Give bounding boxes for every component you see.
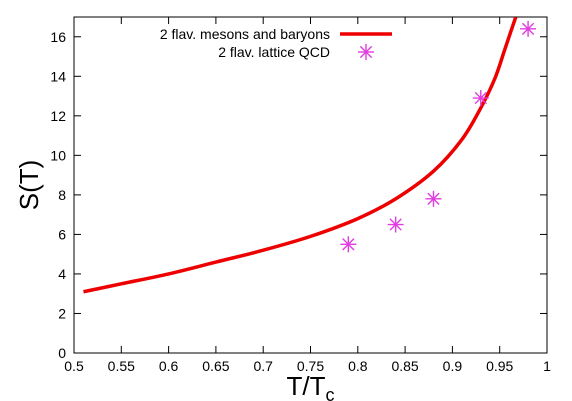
series-layer [83,17,537,294]
data-point-lattice-qcd [340,236,357,253]
x-axis-title-sub: c [326,385,335,401]
data-point-lattice-qcd [520,20,537,37]
x-tick-label: 0.85 [391,358,418,374]
y-tick-label: 10 [50,147,66,163]
legend: 2 flav. mesons and baryons 2 flav. latti… [160,26,392,60]
legend-swatch-lattice-qcd [358,44,374,60]
data-point-lattice-qcd [425,190,442,207]
series-line-mesons-baryons [83,17,518,294]
data-point-lattice-qcd [472,90,489,107]
legend-label-mesons-baryons: 2 flav. mesons and baryons [160,26,330,42]
x-tick-label: 0.8 [348,358,368,374]
y-tick-label: 2 [58,305,66,321]
x-tick-label: 0.9 [443,358,463,374]
y-tick-label: 4 [58,266,66,282]
x-axis-title: T/Tc [287,371,335,401]
data-point-lattice-qcd [387,216,404,233]
tick-marks [73,17,548,354]
x-axis-title-base: T/T [287,371,326,401]
y-axis-title: S(T) [14,160,44,211]
y-tick-labels: 0 2 4 6 8 10 12 14 16 [50,29,66,361]
y-tick-label: 6 [58,226,66,242]
x-tick-label: 0.65 [202,358,229,374]
legend-star-marker [358,44,374,60]
x-tick-label: 0.7 [253,358,273,374]
legend-label-lattice-qcd: 2 flav. lattice QCD [218,44,330,60]
plot-frame [73,16,548,354]
x-tick-label: 0.6 [159,358,179,374]
x-tick-label: 1 [543,358,551,374]
y-tick-label: 8 [58,187,66,203]
x-tick-label: 0.55 [108,358,135,374]
y-tick-label: 0 [58,345,66,361]
y-tick-label: 12 [50,108,66,124]
x-tick-label: 0.5 [64,358,84,374]
x-tick-labels: 0.5 0.55 0.6 0.65 0.7 0.75 0.8 0.85 0.9 0.95 1 [64,358,551,374]
y-tick-label: 16 [50,29,66,45]
x-tick-label: 0.75 [297,358,324,374]
x-tick-label: 0.95 [486,358,513,374]
y-tick-label: 14 [50,68,66,84]
